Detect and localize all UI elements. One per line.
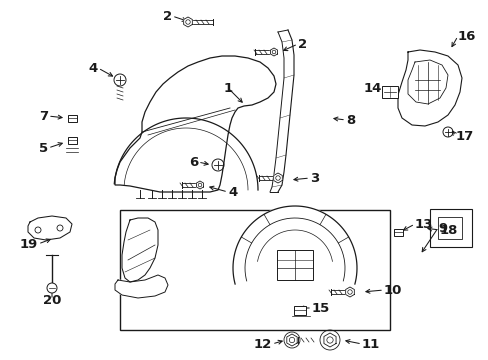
Bar [429,209,471,247]
Polygon shape [196,181,203,189]
Text: 5: 5 [39,141,48,154]
Text: 1: 1 [223,81,232,94]
Polygon shape [323,333,335,347]
Text: 20: 20 [43,293,61,306]
Text: 7: 7 [39,109,48,122]
Text: 13: 13 [414,217,432,230]
Polygon shape [270,48,277,56]
Polygon shape [345,287,354,297]
Bar [120,210,389,330]
Text: 11: 11 [361,338,380,351]
Text: 12: 12 [253,338,271,351]
Bar [67,114,76,122]
Bar [276,250,312,280]
Bar [393,229,402,235]
Polygon shape [115,275,168,298]
Bar [437,217,461,239]
Text: 8: 8 [346,113,354,126]
Text: 15: 15 [311,302,329,315]
Text: 4: 4 [227,185,237,198]
Text: 14: 14 [363,81,381,94]
Text: 10: 10 [383,284,402,297]
Text: 3: 3 [309,171,319,184]
Bar [293,306,305,315]
Polygon shape [397,50,461,126]
Polygon shape [115,56,275,192]
Polygon shape [183,17,192,27]
Polygon shape [273,173,282,183]
Polygon shape [28,216,72,240]
Bar [67,136,76,144]
Text: 19: 19 [20,238,38,251]
Text: 18: 18 [439,224,457,237]
Text: 9: 9 [437,221,446,234]
Polygon shape [122,218,158,282]
Text: 17: 17 [455,130,473,143]
Circle shape [47,283,57,293]
Bar [381,86,397,98]
Polygon shape [286,334,297,346]
Text: 2: 2 [297,37,306,50]
Text: 2: 2 [163,9,172,22]
Text: 16: 16 [457,30,475,42]
Text: 4: 4 [88,62,98,75]
Polygon shape [232,206,356,284]
Text: 6: 6 [188,156,198,168]
